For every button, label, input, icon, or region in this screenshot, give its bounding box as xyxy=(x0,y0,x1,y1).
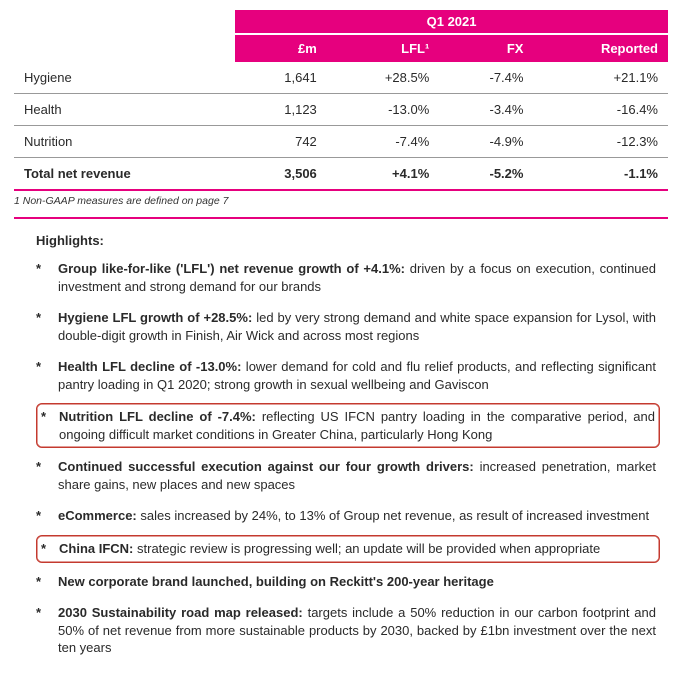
highlight-item: Hygiene LFL growth of +28.5%: led by ver… xyxy=(36,305,660,348)
col-money: £m xyxy=(235,34,327,62)
row-fx: -7.4% xyxy=(439,62,533,94)
row-reported: +21.1% xyxy=(533,62,668,94)
highlight-body: sales increased by 24%, to 13% of Group … xyxy=(137,508,649,523)
highlight-body: strategic review is progressing well; an… xyxy=(133,541,600,556)
row-lfl: +4.1% xyxy=(327,158,439,191)
row-label: Hygiene xyxy=(14,62,235,94)
footnote: 1 Non-GAAP measures are defined on page … xyxy=(14,191,668,219)
table-row: Nutrition742-7.4%-4.9%-12.3% xyxy=(14,126,668,158)
row-fx: -5.2% xyxy=(439,158,533,191)
header-spacer xyxy=(14,10,235,34)
row-reported: -16.4% xyxy=(533,94,668,126)
row-money: 3,506 xyxy=(235,158,327,191)
highlight-item: Nutrition LFL decline of -7.4%: reflecti… xyxy=(36,403,660,448)
highlight-lead: Group like-for-like ('LFL') net revenue … xyxy=(58,261,405,276)
row-money: 1,123 xyxy=(235,94,327,126)
highlight-lead: Hygiene LFL growth of +28.5%: xyxy=(58,310,252,325)
row-money: 742 xyxy=(235,126,327,158)
row-lfl: +28.5% xyxy=(327,62,439,94)
row-reported: -1.1% xyxy=(533,158,668,191)
table-body: Hygiene1,641+28.5%-7.4%+21.1%Health1,123… xyxy=(14,62,668,190)
header-spacer xyxy=(14,34,235,62)
highlight-item: 2030 Sustainability road map released: t… xyxy=(36,600,660,661)
row-lfl: -13.0% xyxy=(327,94,439,126)
col-fx: FX xyxy=(439,34,533,62)
row-lfl: -7.4% xyxy=(327,126,439,158)
table-row-total: Total net revenue3,506+4.1%-5.2%-1.1% xyxy=(14,158,668,191)
highlight-item: Health LFL decline of -13.0%: lower dema… xyxy=(36,354,660,397)
row-label: Total net revenue xyxy=(14,158,235,191)
highlight-lead: Health LFL decline of -13.0%: xyxy=(58,359,241,374)
row-money: 1,641 xyxy=(235,62,327,94)
highlight-lead: 2030 Sustainability road map released: xyxy=(58,605,303,620)
highlight-lead: Continued successful execution against o… xyxy=(58,459,474,474)
row-fx: -4.9% xyxy=(439,126,533,158)
highlight-item: eCommerce: sales increased by 24%, to 13… xyxy=(36,503,660,529)
highlight-item: Continued successful execution against o… xyxy=(36,454,660,497)
row-reported: -12.3% xyxy=(533,126,668,158)
revenue-table: Q1 2021 £m LFL¹ FX Reported Hygiene1,641… xyxy=(14,10,668,191)
highlights-list: Group like-for-like ('LFL') net revenue … xyxy=(14,256,668,661)
highlight-lead: New corporate brand launched, building o… xyxy=(58,574,494,589)
highlight-item: China IFCN: strategic review is progress… xyxy=(36,535,660,563)
highlight-item: Group like-for-like ('LFL') net revenue … xyxy=(36,256,660,299)
row-fx: -3.4% xyxy=(439,94,533,126)
table-row: Health1,123-13.0%-3.4%-16.4% xyxy=(14,94,668,126)
col-lfl: LFL¹ xyxy=(327,34,439,62)
row-label: Health xyxy=(14,94,235,126)
col-reported: Reported xyxy=(533,34,668,62)
highlights-title: Highlights: xyxy=(36,233,668,248)
row-label: Nutrition xyxy=(14,126,235,158)
highlight-lead: Nutrition LFL decline of -7.4%: xyxy=(59,409,256,424)
highlight-lead: eCommerce: xyxy=(58,508,137,523)
highlight-item: New corporate brand launched, building o… xyxy=(36,569,660,595)
period-header: Q1 2021 xyxy=(235,10,668,34)
table-row: Hygiene1,641+28.5%-7.4%+21.1% xyxy=(14,62,668,94)
highlight-lead: China IFCN: xyxy=(59,541,133,556)
